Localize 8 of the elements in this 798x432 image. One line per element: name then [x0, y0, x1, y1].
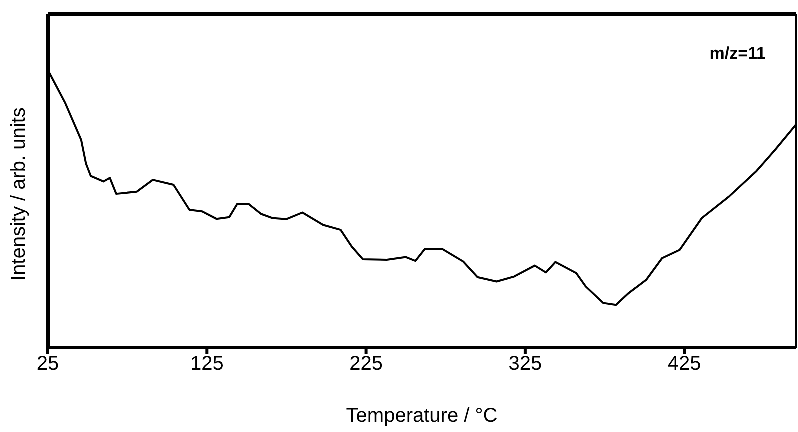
y-axis-title: Intensity / arb. units — [8, 108, 30, 281]
x-tick-label: 325 — [508, 353, 542, 376]
x-tick-label: 125 — [190, 353, 224, 376]
x-tick-label: 225 — [350, 353, 383, 376]
x-tick-label: 425 — [668, 353, 702, 376]
x-axis-title: Temperature / °C — [346, 405, 498, 427]
x-tick-label: 25 — [36, 353, 60, 376]
text: m/z=11 — [710, 44, 766, 64]
